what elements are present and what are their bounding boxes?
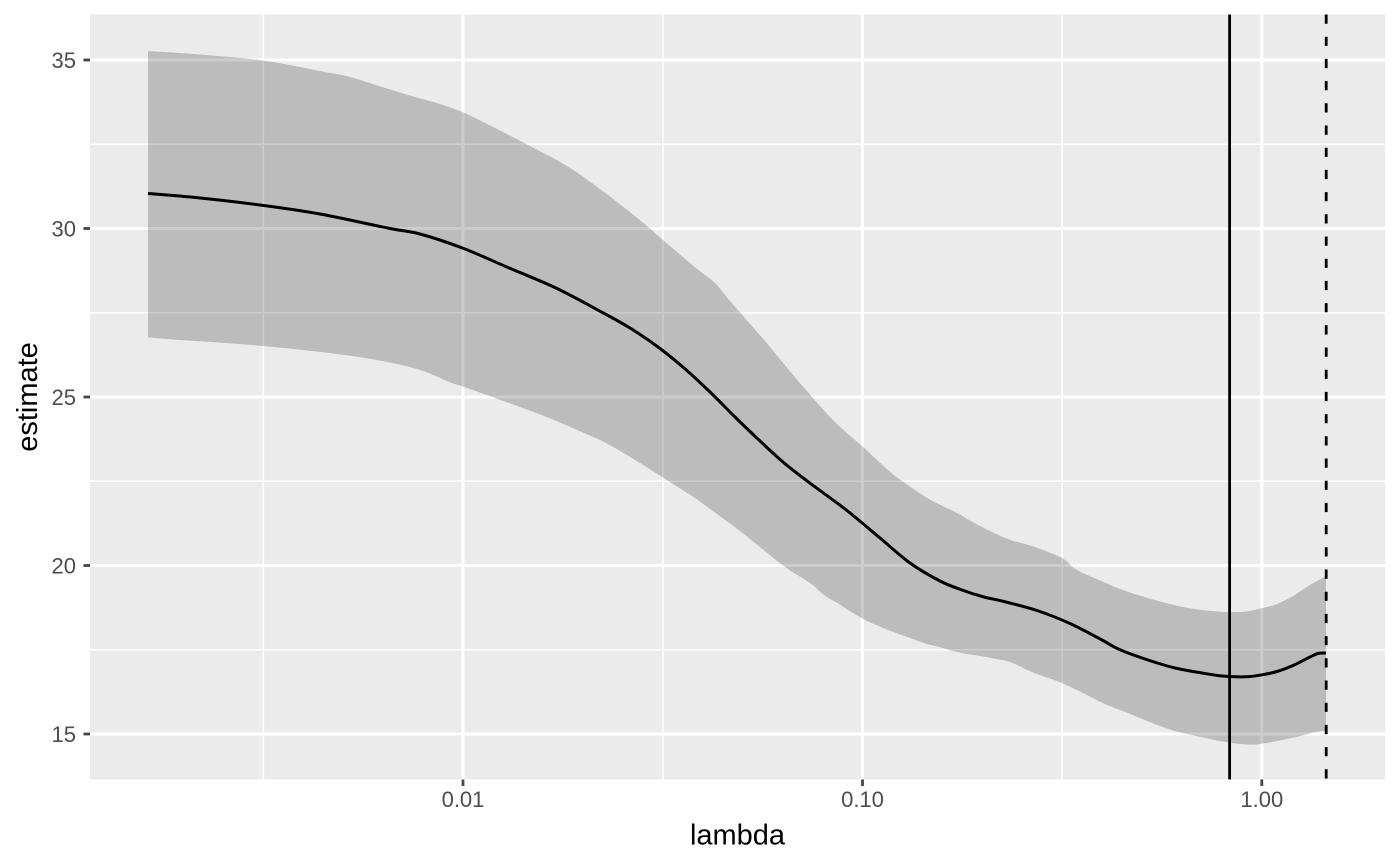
svg-text:25: 25 [52, 385, 76, 410]
svg-text:15: 15 [52, 722, 76, 747]
svg-text:30: 30 [52, 217, 76, 242]
svg-text:estimate: estimate [12, 342, 44, 452]
svg-text:0.10: 0.10 [841, 787, 884, 812]
svg-text:lambda: lambda [690, 820, 786, 852]
svg-text:1.00: 1.00 [1240, 787, 1283, 812]
svg-text:0.01: 0.01 [442, 787, 485, 812]
svg-text:20: 20 [52, 554, 76, 579]
svg-text:35: 35 [52, 48, 76, 73]
